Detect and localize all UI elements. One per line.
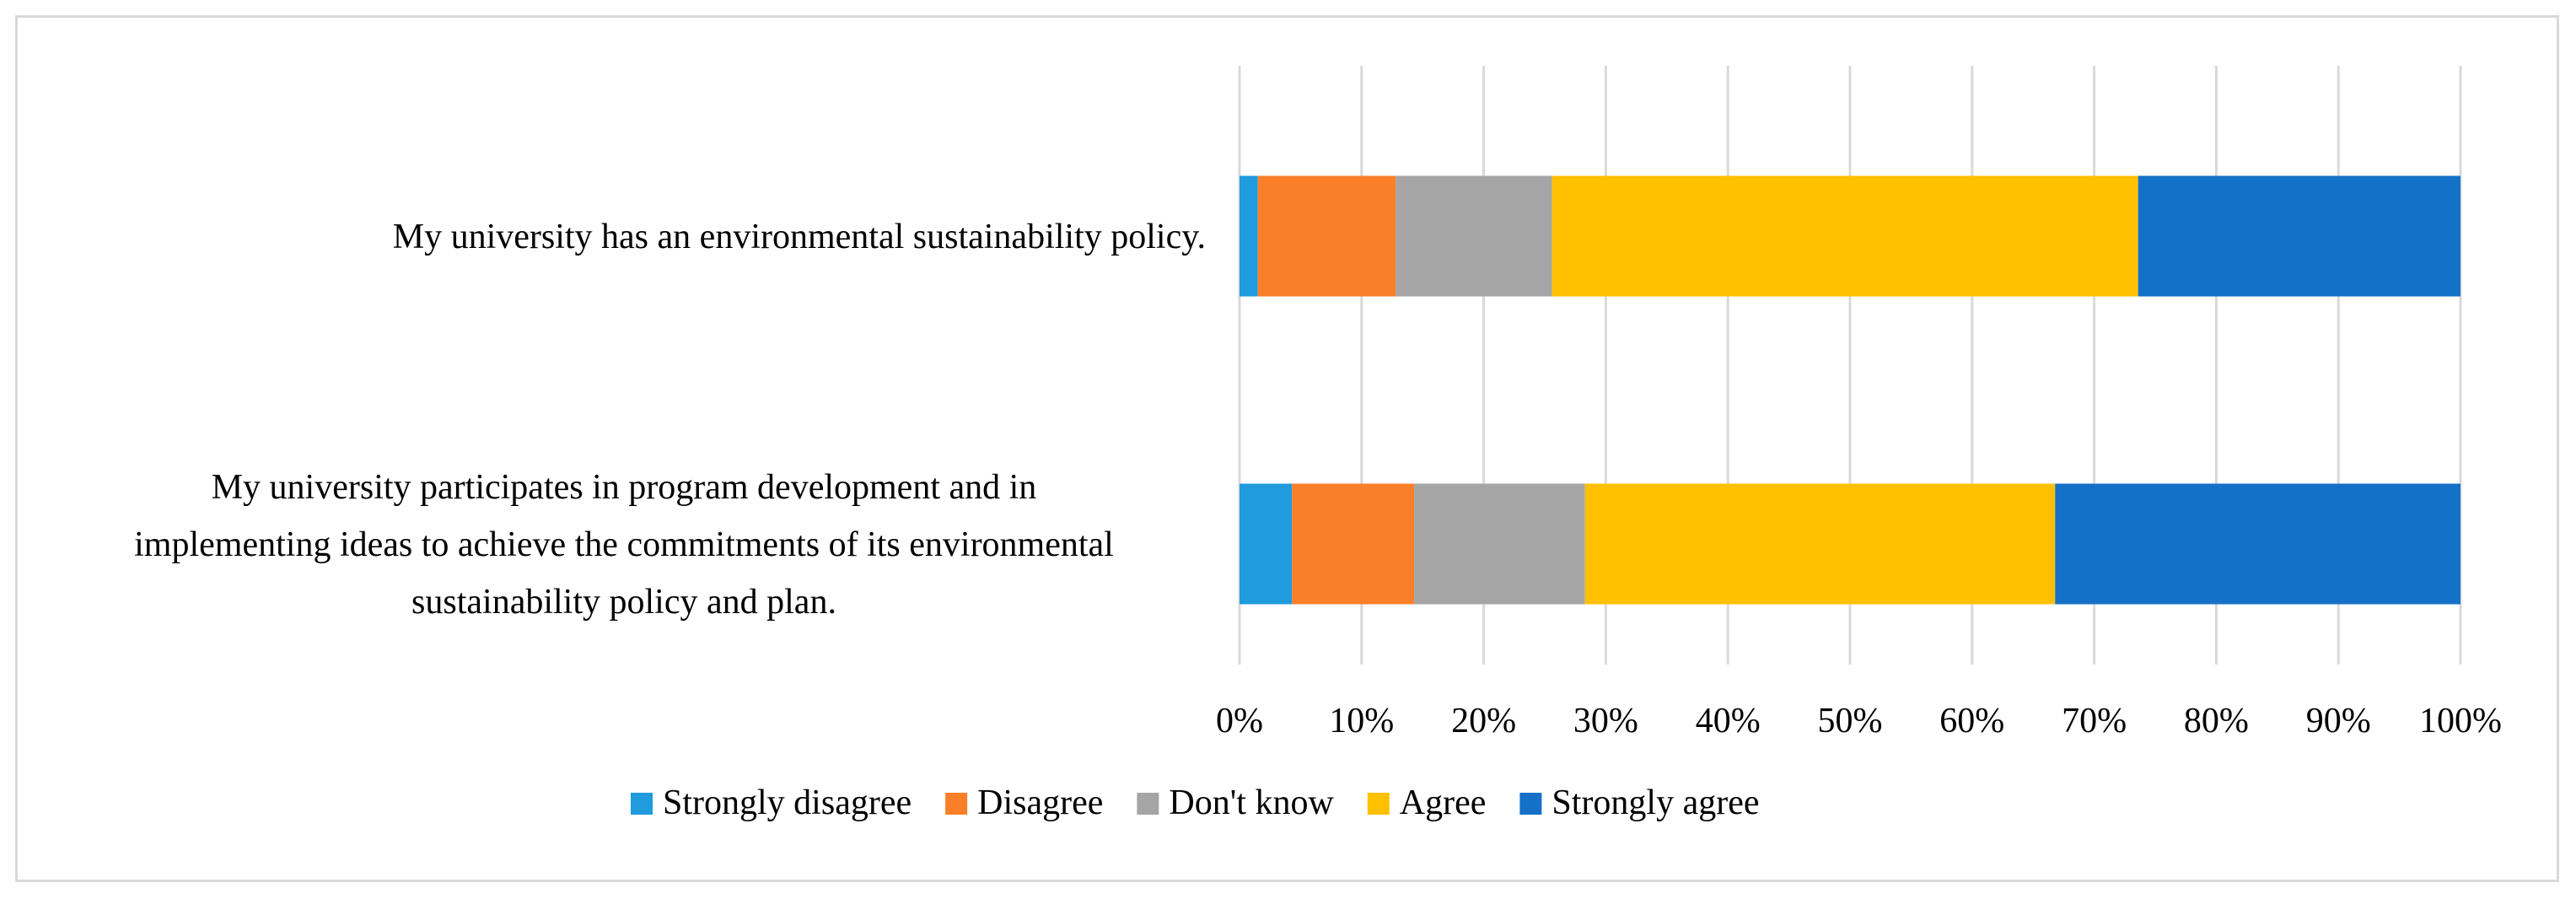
category-label-line: sustainability policy and plan. [411, 583, 836, 622]
x-tick-label: 80% [2184, 702, 2249, 740]
bar-segment [2055, 483, 2460, 605]
legend-swatch [1519, 793, 1542, 815]
x-tick-label: 50% [1818, 702, 1883, 740]
bar-segment [1257, 175, 1396, 297]
x-tick-label: 100% [2419, 702, 2502, 740]
bar-segment [1240, 175, 1258, 297]
category-label-line: implementing ideas to achieve the commit… [134, 525, 1114, 564]
category-label: My university participates in program de… [134, 468, 1114, 622]
chart-frame [15, 15, 2559, 882]
category-labels: My university has an environmental susta… [134, 218, 1206, 622]
legend-swatch [631, 793, 653, 815]
bar-segment [2138, 175, 2460, 297]
legend-label: Don't know [1169, 783, 1334, 822]
bar-segment [1292, 483, 1415, 605]
category-label-line: My university participates in program de… [212, 468, 1037, 507]
legend-swatch [945, 793, 968, 815]
x-tick-label: 30% [1573, 702, 1638, 740]
legend-item: Don't know [1137, 783, 1334, 822]
x-tick-label: 40% [1696, 702, 1761, 740]
legend-label: Strongly disagree [663, 783, 912, 822]
x-tick-label: 10% [1329, 702, 1394, 740]
legend-label: Disagree [977, 783, 1103, 822]
bar-segment [1552, 175, 2138, 297]
legend-item: Disagree [945, 783, 1103, 822]
category-label-line: My university has an environmental susta… [393, 218, 1206, 256]
legend-item: Agree [1367, 783, 1487, 822]
x-tick-label: 0% [1216, 702, 1263, 740]
legend-item: Strongly agree [1519, 783, 1759, 822]
category-label: My university has an environmental susta… [393, 218, 1206, 256]
x-tick-label: 60% [1939, 702, 2004, 740]
legend-item: Strongly disagree [631, 783, 912, 822]
bar-segment [1414, 483, 1585, 605]
bar-segment [1396, 175, 1552, 297]
bars [1240, 175, 2460, 605]
x-axis-ticks: 0% 10% 20% 30% 40% 50% 60% 70% 80% 90% 100% [1216, 702, 2502, 740]
legend-swatch [1367, 793, 1390, 815]
x-tick-label: 90% [2306, 702, 2371, 740]
bar-segment [1240, 483, 1293, 605]
legend-label: Strongly agree [1552, 783, 1759, 822]
legend-label: Agree [1400, 783, 1487, 822]
legend: Strongly disagree Disagree Don't know Agree… [631, 783, 1759, 822]
x-tick-label: 70% [2062, 702, 2127, 740]
legend-swatch [1137, 793, 1159, 815]
x-tick-label: 20% [1451, 702, 1516, 740]
bar-segment [1584, 483, 2056, 605]
